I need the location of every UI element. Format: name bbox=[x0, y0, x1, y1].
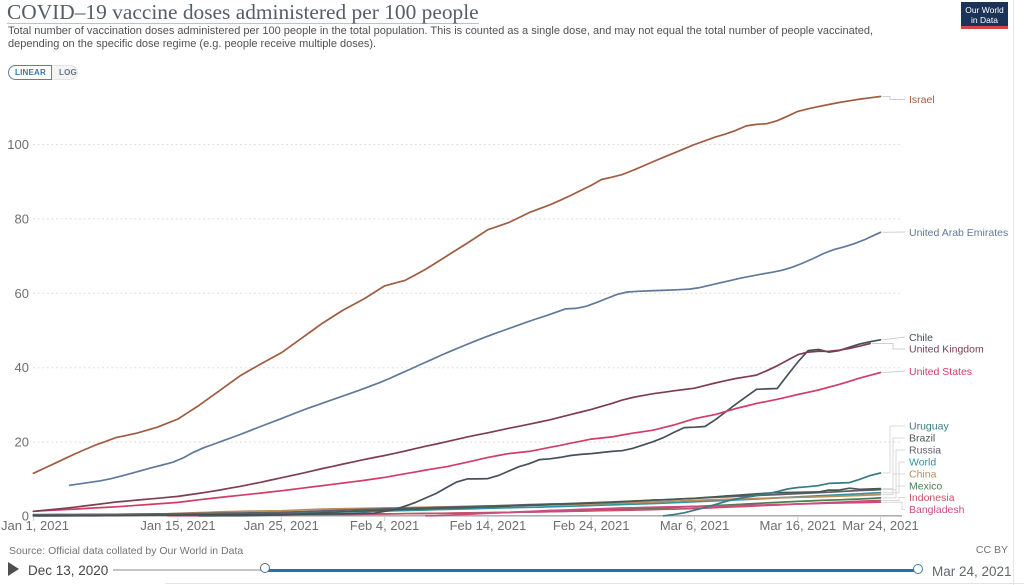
svg-text:80: 80 bbox=[15, 211, 29, 226]
svg-text:Mar 16, 2021: Mar 16, 2021 bbox=[759, 518, 836, 533]
svg-text:Indonesia: Indonesia bbox=[909, 492, 955, 504]
svg-text:China: China bbox=[909, 469, 937, 481]
svg-text:World: World bbox=[909, 457, 936, 469]
svg-text:Russia: Russia bbox=[909, 445, 941, 457]
svg-text:20: 20 bbox=[15, 435, 29, 450]
svg-text:Feb 14, 2021: Feb 14, 2021 bbox=[450, 518, 527, 533]
svg-text:Jan 25, 2021: Jan 25, 2021 bbox=[244, 518, 319, 533]
svg-text:United Arab Emirates: United Arab Emirates bbox=[909, 227, 1008, 239]
svg-text:0: 0 bbox=[22, 508, 29, 523]
svg-text:Feb 24, 2021: Feb 24, 2021 bbox=[553, 518, 630, 533]
svg-text:Israel: Israel bbox=[909, 94, 935, 106]
svg-text:100: 100 bbox=[7, 137, 29, 152]
svg-text:United Kingdom: United Kingdom bbox=[909, 344, 984, 356]
svg-text:Mexico: Mexico bbox=[909, 481, 942, 493]
svg-text:Brazil: Brazil bbox=[909, 433, 935, 445]
svg-text:Mar 6, 2021: Mar 6, 2021 bbox=[660, 518, 729, 533]
svg-text:Chile: Chile bbox=[909, 332, 933, 344]
svg-text:Mar 24, 2021: Mar 24, 2021 bbox=[842, 518, 919, 533]
svg-text:Bangladesh: Bangladesh bbox=[909, 504, 965, 516]
svg-text:Jan 15, 2021: Jan 15, 2021 bbox=[140, 518, 215, 533]
svg-text:United States: United States bbox=[909, 366, 972, 378]
svg-text:Jan 1, 2021: Jan 1, 2021 bbox=[1, 518, 69, 533]
svg-text:Uruguay: Uruguay bbox=[909, 421, 949, 433]
svg-text:Feb 4, 2021: Feb 4, 2021 bbox=[350, 518, 419, 533]
svg-text:60: 60 bbox=[15, 286, 29, 301]
svg-text:40: 40 bbox=[15, 360, 29, 375]
